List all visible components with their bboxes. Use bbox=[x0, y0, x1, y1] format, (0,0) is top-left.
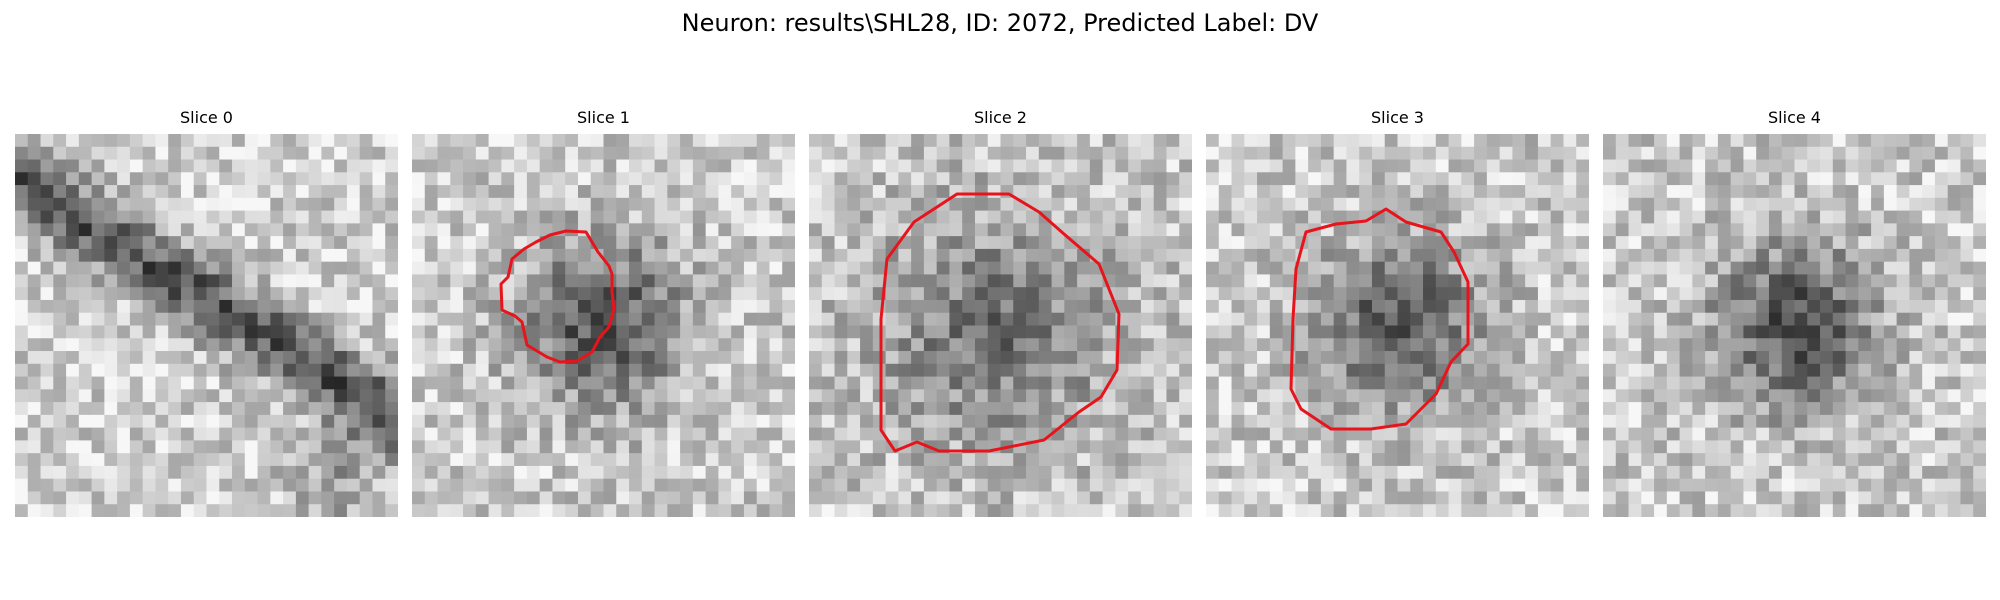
pixel-grid bbox=[809, 134, 1192, 517]
slice-image bbox=[1206, 134, 1589, 517]
slice-title: Slice 1 bbox=[577, 108, 630, 127]
pixel-grid bbox=[1206, 134, 1589, 517]
slice-panel-3: Slice 3 bbox=[1206, 108, 1589, 517]
slice-panel-4: Slice 4 bbox=[1603, 108, 1986, 517]
figure-title: Neuron: results\SHL28, ID: 2072, Predict… bbox=[681, 9, 1319, 37]
roi-contour bbox=[879, 192, 1121, 453]
pixel-grid bbox=[412, 134, 795, 517]
slice-image bbox=[809, 134, 1192, 517]
pixel-grid bbox=[1603, 134, 1986, 517]
slice-image bbox=[412, 134, 795, 517]
slice-title: Slice 2 bbox=[974, 108, 1027, 127]
slice-title: Slice 0 bbox=[180, 108, 233, 127]
roi-contour bbox=[1289, 207, 1470, 431]
roi-contour bbox=[499, 229, 616, 364]
slice-image bbox=[1603, 134, 1986, 517]
pixel-grid bbox=[15, 134, 398, 517]
slice-image bbox=[15, 134, 398, 517]
slice-panel-0: Slice 0 bbox=[15, 108, 398, 517]
slice-panel-2: Slice 2 bbox=[809, 108, 1192, 517]
slice-panel-1: Slice 1 bbox=[412, 108, 795, 517]
slice-title: Slice 4 bbox=[1768, 108, 1821, 127]
slice-title: Slice 3 bbox=[1371, 108, 1424, 127]
